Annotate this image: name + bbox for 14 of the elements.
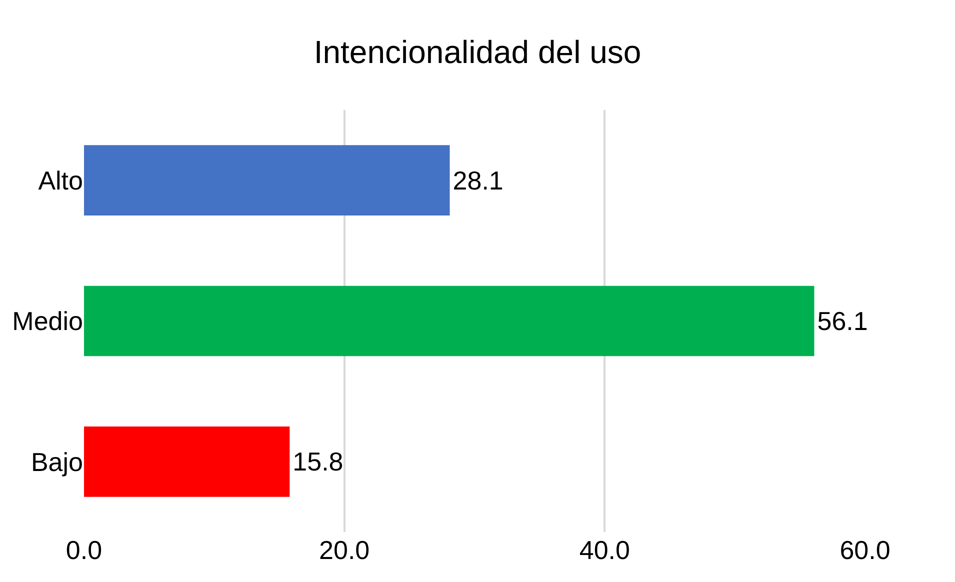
bar — [84, 145, 450, 216]
x-tick-label: 60.0 — [840, 535, 890, 565]
x-tick-label: 0.0 — [66, 535, 102, 565]
data-label: 15.8 — [292, 446, 344, 477]
y-tick-label: Medio — [12, 306, 83, 336]
x-tick-label: 20.0 — [319, 535, 370, 565]
bar — [84, 286, 814, 356]
chart-title: Intencionalidad del uso — [314, 34, 642, 70]
x-tick-label: 40.0 — [579, 535, 630, 565]
y-tick-label: Bajo — [30, 446, 83, 477]
y-tick-label: Alto — [38, 165, 83, 196]
data-label: 56.1 — [817, 306, 868, 336]
bar — [84, 426, 290, 497]
data-label: 28.1 — [452, 165, 504, 196]
